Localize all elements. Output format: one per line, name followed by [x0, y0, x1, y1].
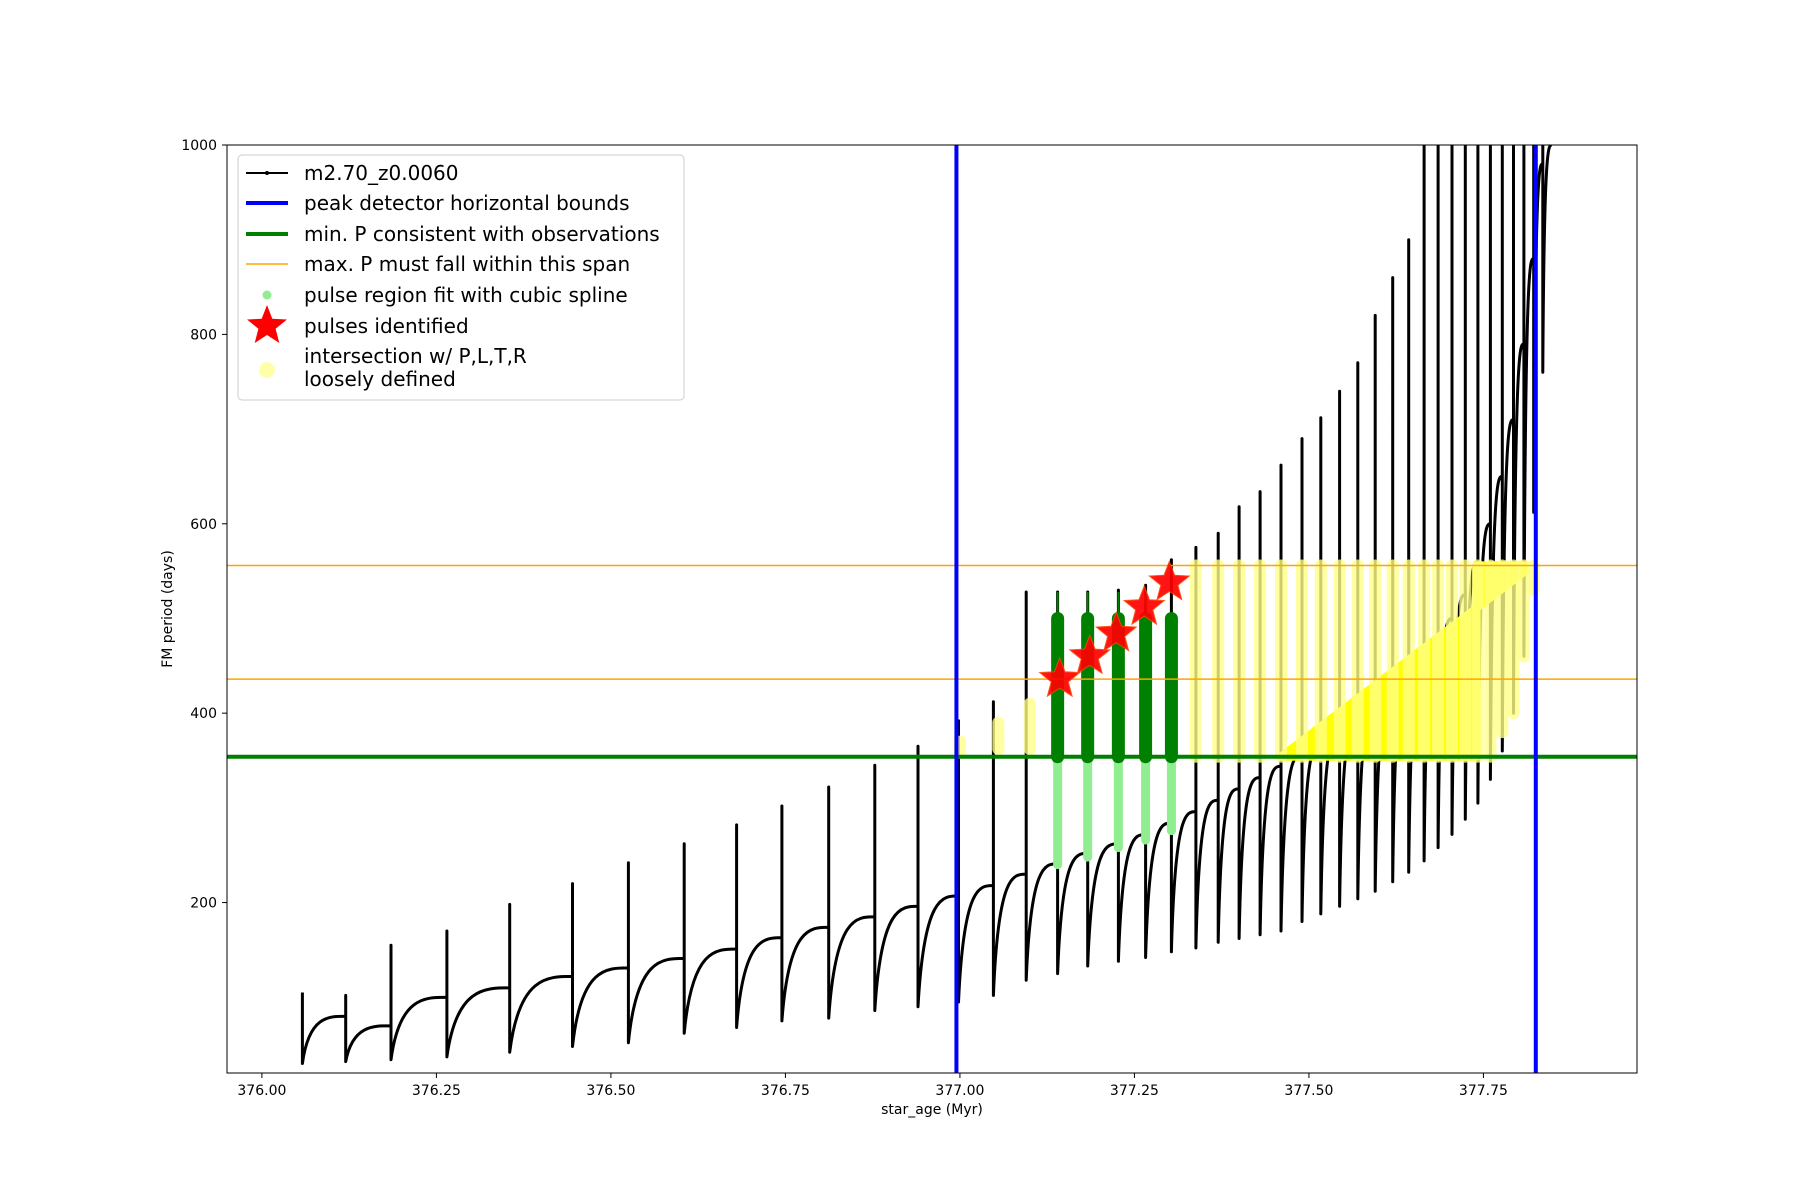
legend-label: min. P consistent with observations [304, 222, 660, 246]
x-axis-label: star_age (Myr) [881, 1102, 983, 1118]
y-axis: 200 400 600 800 1000 [181, 138, 227, 912]
x-tick-label: 377.00 [935, 1083, 984, 1099]
pulse-star-marker [1122, 584, 1166, 626]
legend-handle-circle [259, 362, 275, 378]
y-tick-label: 800 [190, 327, 217, 343]
y-tick-label: 600 [190, 517, 217, 533]
x-tick-label: 377.25 [1110, 1083, 1159, 1099]
y-tick-label: 400 [190, 706, 217, 722]
legend-label: m2.70_z0.0060 [304, 161, 459, 185]
x-tick-label: 377.50 [1284, 1083, 1333, 1099]
x-tick-label: 376.25 [412, 1083, 461, 1099]
legend-box [237, 154, 685, 401]
legend-label: peak detector horizontal bounds [304, 191, 630, 215]
y-tick-label: 200 [190, 896, 217, 912]
pulse-star-marker [1094, 611, 1138, 652]
axes-frame [226, 144, 1638, 1074]
x-tick-label: 376.50 [586, 1083, 635, 1099]
x-axis: 376.00 376.25 376.50 376.75 377.00 377.25 377.… [237, 1073, 1508, 1099]
legend-label: pulse region fit with cubic spline [304, 283, 628, 307]
legend-label: pulses identified [304, 314, 469, 338]
y-axis-label: FM period (days) [160, 550, 176, 668]
pulse-star-marker [1148, 560, 1191, 601]
plot-area [227, 145, 1637, 1073]
x-tick-label: 376.75 [761, 1083, 810, 1099]
x-tick-label: 377.75 [1459, 1083, 1508, 1099]
legend-label-line2: loosely defined [304, 367, 456, 391]
y-tick-label: 1000 [181, 138, 217, 154]
legend-handle-marker [265, 171, 269, 175]
pulse-star-marker [1038, 656, 1082, 698]
legend-label: intersection w/ P,L,T,R [304, 344, 527, 368]
x-tick-label: 376.00 [237, 1083, 286, 1099]
legend-handle-star [247, 305, 287, 343]
legend-handle-dot [262, 290, 272, 300]
legend-label: max. P must fall within this span [304, 252, 630, 276]
